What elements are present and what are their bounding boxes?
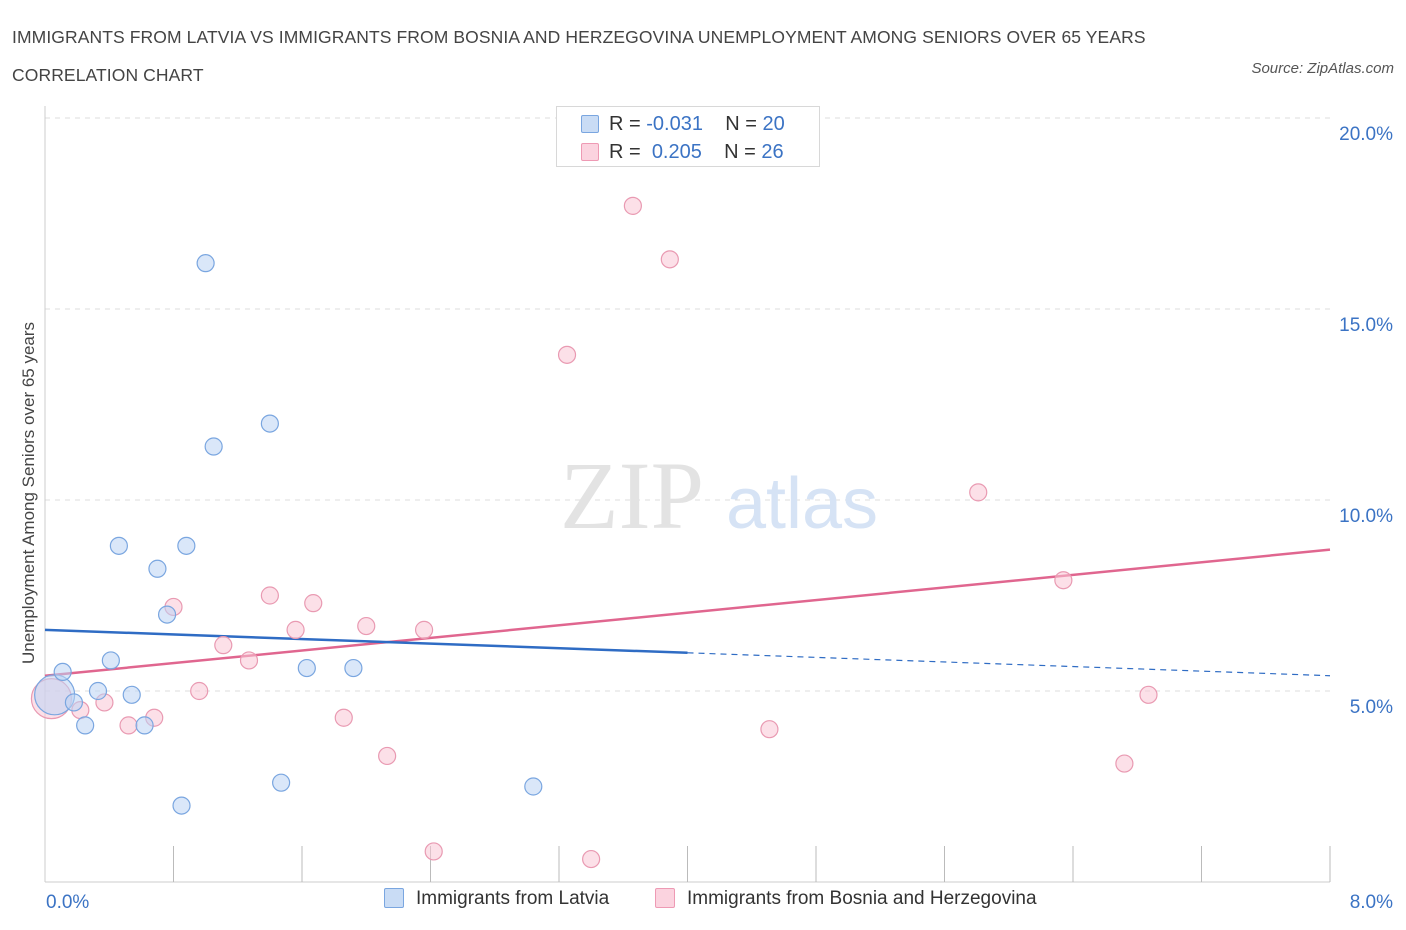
y-tick-label: 10.0% <box>1339 506 1393 527</box>
data-point-latvia <box>109 536 128 555</box>
data-points <box>30 196 1158 869</box>
data-point-bosnia <box>239 651 259 670</box>
data-point-latvia <box>135 716 154 735</box>
legend-n-label: N = <box>725 113 763 135</box>
y-tick-label: 20.0% <box>1339 124 1393 145</box>
data-point-latvia <box>157 605 177 624</box>
data-point-bosnia <box>414 620 434 639</box>
data-point-latvia <box>122 685 141 704</box>
data-point-bosnia <box>286 620 305 639</box>
data-point-bosnia <box>1115 754 1134 773</box>
data-point-latvia <box>344 658 363 678</box>
legend-n-value-latvia: 20 <box>762 113 785 135</box>
data-point-latvia <box>177 536 196 555</box>
trend-line-latvia <box>44 628 688 655</box>
data-point-bosnia <box>190 681 209 701</box>
legend-swatch-bosnia <box>581 143 599 161</box>
gridlines <box>45 117 1330 692</box>
data-point-latvia <box>272 773 291 792</box>
data-point-bosnia <box>760 720 779 739</box>
data-point-bosnia <box>660 250 679 269</box>
legend-r-value-latvia: -0.031 <box>646 113 703 135</box>
data-point-latvia <box>204 437 223 456</box>
data-point-bosnia <box>582 849 601 869</box>
data-point-bosnia <box>623 196 642 215</box>
data-point-latvia <box>76 716 95 735</box>
y-tick-label: 5.0% <box>1350 697 1393 718</box>
legend-row-bosnia: R = 0.205 N = 26 <box>581 141 784 164</box>
legend-r-value-bosnia: 0.205 <box>651 141 702 163</box>
data-point-bosnia <box>357 616 376 636</box>
data-point-bosnia <box>304 594 323 613</box>
data-point-latvia <box>172 796 191 815</box>
legend-r-label: R = <box>609 141 647 163</box>
x-tick-label: 8.0% <box>1350 892 1393 913</box>
data-point-bosnia <box>334 708 353 727</box>
watermark-zip: ZIP <box>560 442 704 549</box>
bottom-legend-bosnia: Immigrants from Bosnia and Herzegovina <box>655 888 1037 910</box>
trend-line-latvia-extension <box>687 652 1331 677</box>
legend-swatch-bosnia <box>655 888 675 908</box>
chart-title: IMMIGRANTS FROM LATVIA VS IMMIGRANTS FRO… <box>12 27 1146 85</box>
data-point-bosnia <box>969 483 988 502</box>
data-point-bosnia <box>424 842 443 861</box>
data-point-latvia <box>101 651 120 670</box>
trend-lines <box>44 548 1331 677</box>
legend-n-label: N = <box>724 141 762 163</box>
data-point-latvia <box>88 681 108 701</box>
legend-swatch-latvia <box>384 888 404 908</box>
y-tick-label: 15.0% <box>1339 315 1393 336</box>
axes <box>44 106 1331 883</box>
data-point-latvia <box>260 414 279 433</box>
legend-label-bosnia: Immigrants from Bosnia and Herzegovina <box>687 888 1037 909</box>
watermark: ZIP atlas <box>560 442 878 549</box>
data-point-bosnia <box>1139 685 1158 704</box>
x-tick-label: 0.0% <box>46 892 89 913</box>
legend-n-value-bosnia: 26 <box>761 141 784 163</box>
data-point-bosnia <box>1054 571 1073 590</box>
data-point-latvia <box>148 559 167 578</box>
data-point-bosnia <box>557 345 577 364</box>
trend-line-bosnia <box>44 548 1331 677</box>
y-axis-label: Unemployment Among Seniors over 65 years <box>19 321 38 665</box>
data-point-bosnia <box>119 716 138 735</box>
legend-label-latvia: Immigrants from Latvia <box>416 888 610 909</box>
data-point-latvia <box>64 693 84 712</box>
legend-swatch-latvia <box>581 115 599 133</box>
data-point-latvia <box>196 254 215 273</box>
bottom-legend-latvia: Immigrants from Latvia <box>384 888 609 910</box>
data-point-latvia <box>524 777 543 796</box>
watermark-atlas: atlas <box>726 464 878 544</box>
data-point-latvia <box>297 658 316 678</box>
legend-row-latvia: R = -0.031 N = 20 <box>581 113 785 136</box>
source-label: Source: ZipAtlas.com <box>1251 60 1394 77</box>
legend-r-label: R = <box>609 113 647 135</box>
correlation-legend: R = -0.031 N = 20 R = 0.205 N = 26 <box>556 106 820 167</box>
tick-labels: 5.0% 10.0% 15.0% 20.0% 0.0% 8.0% <box>46 124 1393 913</box>
data-point-bosnia <box>378 746 397 766</box>
data-point-bosnia <box>214 636 233 655</box>
data-point-bosnia <box>260 586 279 605</box>
data-point-latvia <box>53 662 72 682</box>
